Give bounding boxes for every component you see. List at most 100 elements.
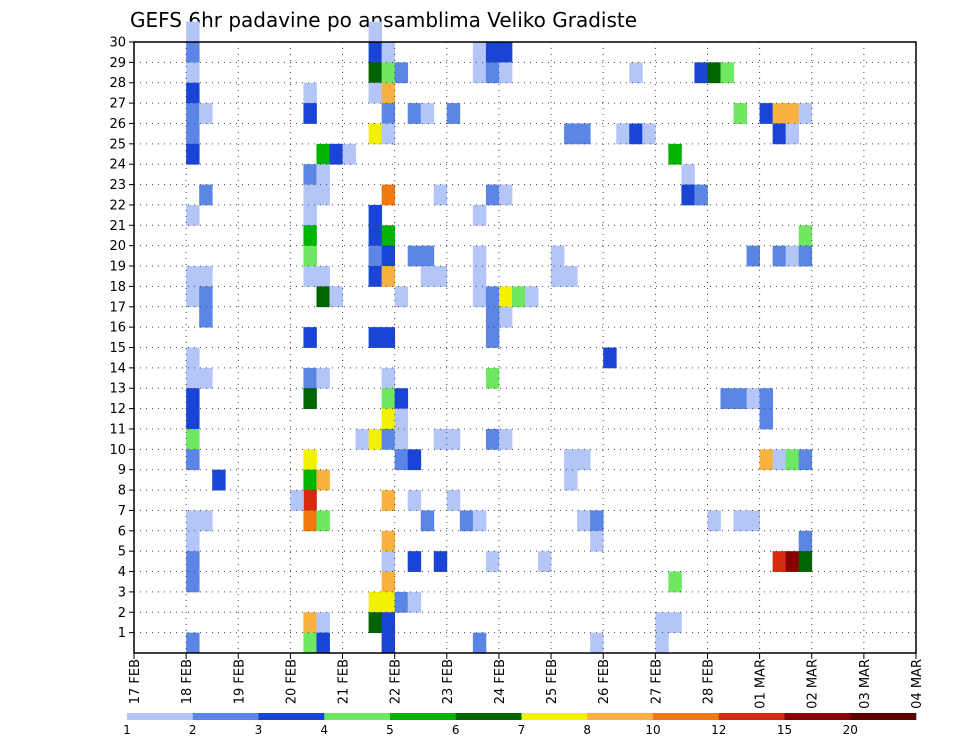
y-tick-label: 15 (109, 341, 126, 356)
y-tick-label: 6 (118, 524, 126, 539)
precip-cell (472, 42, 487, 63)
x-tick-label: 28 FEB (701, 659, 716, 704)
x-tick-label: 22 FEB (389, 659, 404, 704)
precip-cell (655, 632, 669, 654)
precip-cell (446, 428, 461, 450)
precip-cell (381, 266, 396, 287)
precip-cell (381, 530, 396, 552)
legend-label: 10 (645, 723, 660, 737)
y-tick-label: 11 (109, 422, 126, 437)
x-tick-label: 19 FEB (232, 659, 247, 704)
precip-cell (394, 591, 409, 613)
precip-cell (720, 388, 734, 409)
precip-cell (785, 245, 800, 267)
precip-cell (472, 245, 487, 267)
y-tick-label: 4 (118, 565, 126, 580)
x-tick-label: 23 FEB (441, 659, 456, 704)
y-tick-label: 24 (109, 158, 126, 173)
precip-cell (694, 62, 708, 84)
precip-cell (616, 123, 630, 145)
y-tick-label: 26 (109, 117, 126, 132)
y-tick-label: 22 (109, 198, 126, 213)
y-tick-label: 17 (109, 300, 126, 315)
precip-cell (303, 327, 317, 348)
precip-cell (316, 266, 330, 287)
legend-swatch (127, 713, 194, 720)
precip-cell (420, 245, 435, 267)
precip-cell (577, 123, 591, 145)
precip-cell (433, 428, 448, 450)
precip-cell (472, 632, 487, 654)
precip-cell (433, 551, 448, 572)
precip-cell (472, 510, 487, 532)
precip-cell (316, 469, 330, 491)
precip-cell (498, 184, 513, 206)
precip-cell (785, 449, 800, 471)
x-tick-label: 04 MAR (910, 659, 925, 709)
y-tick-label: 1 (118, 626, 126, 641)
precip-cell (316, 612, 330, 634)
precip-cell (394, 286, 409, 308)
legend-label: 15 (777, 723, 792, 737)
legend-label: 4 (320, 723, 328, 737)
precip-cell (394, 388, 409, 409)
precip-cell (368, 591, 383, 613)
precip-cell (368, 204, 383, 226)
precip-cell (186, 347, 200, 369)
x-tick-label: 01 MAR (754, 659, 769, 709)
precip-cell (707, 62, 721, 84)
precip-cell (303, 449, 317, 471)
precip-cell (759, 449, 774, 471)
precip-cell (681, 184, 695, 206)
precip-cell (485, 428, 500, 450)
precip-cell (381, 632, 396, 654)
y-tick-label: 20 (109, 239, 126, 254)
precip-cell (186, 388, 200, 409)
precip-cell (498, 286, 513, 308)
precip-cell (407, 490, 422, 511)
precip-cell (316, 184, 330, 206)
precip-cell (564, 123, 578, 145)
precip-cell (564, 266, 578, 287)
precip-cell (186, 530, 200, 552)
precip-cell (199, 184, 213, 206)
legend-swatch (455, 713, 522, 720)
precip-cell (746, 245, 760, 267)
x-tick-label: 17 FEB (128, 659, 143, 704)
precip-cell (186, 123, 200, 145)
precip-cell (303, 367, 317, 389)
y-tick-label: 18 (109, 280, 126, 295)
precip-cell (433, 266, 448, 287)
precip-cell (199, 286, 213, 308)
precip-cell (485, 286, 500, 308)
precip-cell (694, 184, 708, 206)
precip-cell (798, 225, 813, 247)
precip-cell (420, 266, 435, 287)
precip-cell (368, 327, 383, 348)
precip-cell (590, 632, 604, 654)
x-tick-label: 03 MAR (858, 659, 873, 709)
precip-cell (186, 408, 200, 430)
precip-cell (485, 42, 500, 63)
precip-cell (368, 21, 383, 43)
precip-cell (381, 591, 396, 613)
y-tick-label: 23 (109, 178, 126, 193)
precip-cell (381, 367, 396, 389)
y-tick-label: 2 (118, 606, 126, 621)
precip-cell (186, 551, 200, 572)
precip-cell (681, 164, 695, 185)
precip-cell (381, 408, 396, 430)
precip-cell (329, 286, 343, 308)
precip-cell (212, 469, 226, 491)
precip-cell (303, 82, 317, 104)
precip-cell (772, 245, 787, 267)
legend-label: 2 (189, 723, 197, 737)
precip-cell (186, 571, 200, 593)
y-tick-label: 29 (109, 56, 126, 71)
legend-label: 6 (452, 723, 460, 737)
precip-cell (668, 571, 682, 593)
precip-cell (186, 449, 200, 471)
precip-cell (564, 449, 578, 471)
precip-cell (303, 490, 317, 511)
precip-cell (303, 266, 317, 287)
